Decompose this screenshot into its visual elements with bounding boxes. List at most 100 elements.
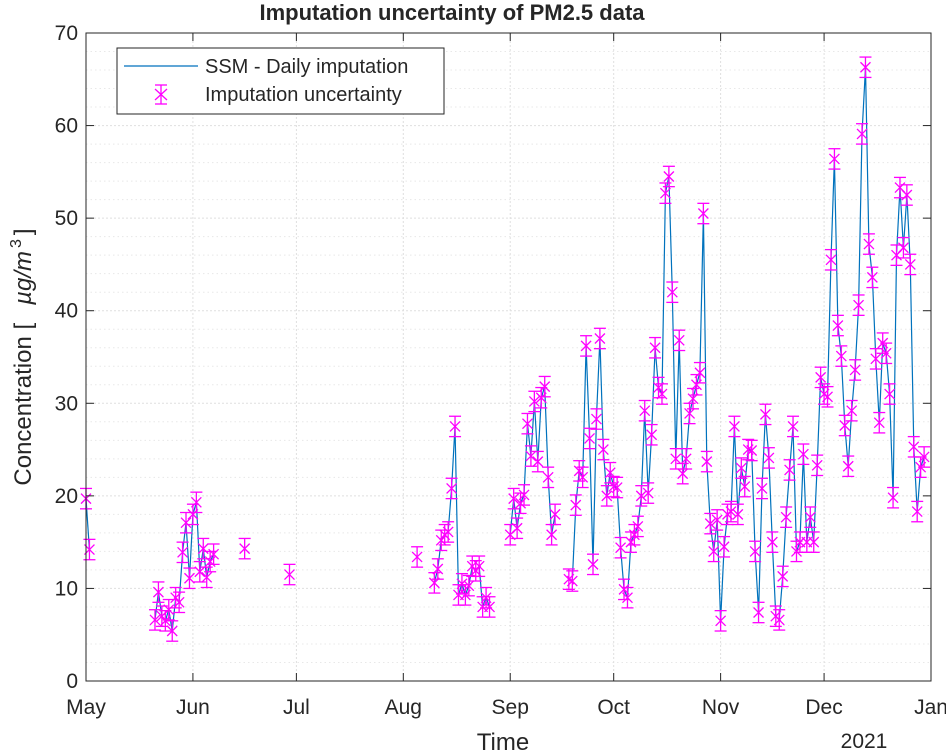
x-marker: [804, 511, 816, 523]
uncertainty-point: [680, 447, 693, 470]
x-marker: [166, 625, 178, 637]
x-marker: [201, 571, 213, 583]
x-marker: [715, 615, 727, 627]
error-bars: [80, 56, 931, 642]
plot-box: [85, 32, 932, 682]
x-marker: [208, 548, 220, 560]
y-tick-label: 0: [66, 670, 78, 693]
uncertainty-point: [580, 335, 593, 357]
x-marker: [784, 464, 796, 476]
legend: SSM - Daily imputation Imputation uncert…: [116, 47, 445, 115]
x-marker: [846, 405, 858, 417]
x-marker: [615, 542, 627, 554]
uncertainty-point: [183, 567, 196, 590]
x-marker: [901, 189, 913, 201]
uncertainty-point: [756, 477, 768, 500]
uncertainty-point: [190, 491, 203, 514]
x-marker: [411, 551, 423, 563]
chart-title: Imputation uncertainty of PM2.5 data: [259, 0, 645, 25]
x-marker: [911, 506, 923, 518]
uncertainty-point: [669, 447, 682, 470]
x-marker: [835, 350, 847, 362]
x-marker: [666, 286, 678, 298]
x-marker: [811, 459, 823, 471]
x-marker: [749, 545, 761, 557]
x-marker: [842, 460, 854, 472]
uncertainty-point: [811, 454, 824, 477]
uncertainty-point: [238, 537, 251, 560]
x-marker: [697, 208, 709, 219]
x-marker: [601, 490, 613, 502]
x-marker: [659, 187, 671, 199]
uncertainty-point: [911, 500, 924, 523]
uncertainty-point: [707, 540, 720, 563]
uncertainty-point: [635, 485, 648, 507]
x-marker: [484, 601, 495, 613]
y-axis-label: Concentration [µg/m 3]: [8, 228, 37, 485]
legend-errorbar-symbol: [154, 84, 168, 105]
uncertainty-point: [507, 487, 520, 510]
uncertainty-point: [849, 359, 862, 381]
legend-entry-uncertainty: Imputation uncertainty: [205, 84, 402, 106]
x-marker: [584, 433, 596, 444]
uncertainty-point: [883, 383, 896, 405]
uncertainty-point: [787, 415, 800, 438]
x-marker: [611, 482, 623, 493]
uncertainty-point: [569, 494, 582, 516]
x-marker: [525, 450, 537, 462]
uncertainty-point: [752, 601, 765, 624]
uncertainty-point: [597, 438, 610, 461]
uncertainty-point: [521, 412, 534, 435]
x-marker: [887, 492, 899, 504]
x-marker: [673, 334, 685, 346]
x-marker: [197, 543, 209, 555]
x-marker: [663, 171, 675, 182]
uncertainty-point: [904, 253, 917, 276]
uncertainty-point: [776, 565, 789, 588]
svg-text:Concentration [µg/m3]: Concentration [µg/m 3]: [8, 228, 37, 485]
uncertainty-point: [728, 415, 741, 438]
uncertainty-point: [859, 56, 872, 79]
x-axis-label: Time: [477, 729, 529, 753]
uncertainty-point: [590, 408, 603, 430]
uncertainty-point: [445, 477, 458, 500]
x-tick-label: Jul: [283, 696, 310, 719]
x-marker: [508, 493, 520, 505]
x-marker: [284, 569, 295, 581]
x-tick-label: Oct: [597, 696, 630, 719]
x-marker: [618, 583, 630, 595]
uncertainty-point: [749, 540, 762, 563]
uncertainty-point: [697, 202, 710, 225]
x-marker: [152, 586, 164, 598]
x-marker: [766, 536, 778, 548]
uncertainty-point: [714, 609, 727, 632]
uncertainty-point: [655, 383, 668, 405]
x-marker: [239, 543, 251, 555]
uncertainty-point: [780, 506, 793, 528]
uncertainty-point: [783, 459, 796, 481]
uncertainty-point: [148, 609, 161, 631]
x-marker: [449, 420, 461, 432]
x-tick-label: Dec: [805, 696, 842, 719]
x-tick-label: Jan: [914, 696, 946, 719]
uncertainty-point: [180, 511, 193, 534]
uncertainty-point: [283, 563, 296, 586]
x-marker: [670, 453, 682, 465]
x-tick-label: Sep: [492, 696, 529, 719]
y-tick-label: 50: [55, 207, 78, 230]
x-marker: [177, 546, 189, 558]
uncertainty-point: [835, 345, 848, 367]
x-marker: [753, 607, 765, 618]
uncertainty-point: [711, 509, 724, 531]
x-tick-label: May: [66, 696, 106, 719]
x-marker: [704, 518, 716, 530]
x-marker: [184, 572, 195, 584]
x-marker: [822, 391, 833, 403]
x-marker: [856, 128, 868, 140]
uncertainty-point: [166, 620, 179, 642]
uncertainty-point: [473, 555, 486, 578]
x-marker: [780, 511, 792, 523]
x-marker: [642, 487, 654, 499]
x-marker: [566, 575, 578, 587]
y-tick-label: 20: [55, 485, 78, 508]
